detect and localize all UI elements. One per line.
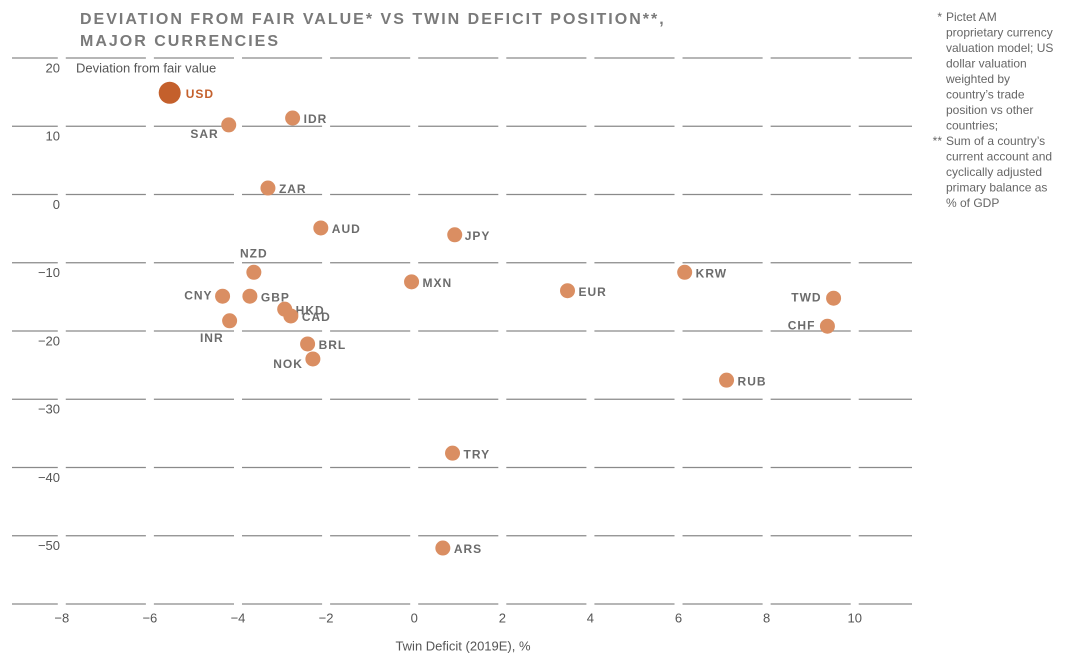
point [313,220,329,236]
x-tick-label: 10 [847,610,861,625]
footnote: % of GDP [946,196,999,210]
footnote: country’s trade [946,88,1025,102]
point-label: IDR [304,112,328,126]
point-label: MXN [423,276,453,290]
point [819,318,835,334]
footnote: valuation model; US [946,41,1053,55]
footnote: cyclically adjusted [946,165,1042,179]
footnote: proprietary currency [946,26,1053,40]
point-label: SAR [190,127,218,141]
x-tick-label: −8 [54,610,69,625]
point-label: JPY [465,229,491,243]
point-label: RUB [738,374,767,388]
y-tick-label: −10 [38,265,60,280]
point [260,180,276,196]
point-label: CHF [788,318,816,332]
point-label: USD [186,87,214,101]
footnote: Pictet AM [946,10,997,24]
point-label: CNY [184,288,212,302]
footnote-mark: ** [933,134,943,148]
point [560,283,576,299]
x-tick-label: 0 [411,610,418,625]
point [285,110,301,126]
point [826,290,842,306]
point-label: HKD [296,303,325,317]
y-tick-label: 20 [46,60,60,75]
point [158,81,181,104]
point [447,227,463,243]
y-tick-label: −50 [38,538,60,553]
footnote: weighted by [945,72,1010,86]
x-tick-label: 4 [587,610,594,625]
point [435,540,451,556]
y-tick-label: −40 [38,470,60,485]
point-label: KRW [696,266,727,280]
point [246,264,262,280]
point [445,445,461,461]
x-axis-label: Twin Deficit (2019E), % [395,638,531,653]
point-label: EUR [579,285,607,299]
point [305,351,321,367]
chart-title: DEVIATION FROM FAIR VALUE* VS TWIN DEFIC… [80,11,666,28]
x-tick-label: 2 [499,610,506,625]
point [404,274,420,290]
x-tick-label: −4 [231,610,246,625]
point [242,288,258,304]
y-tick-label: −20 [38,333,60,348]
point [300,336,316,352]
y-tick-label: 0 [53,197,60,212]
point-label: NOK [273,357,303,371]
footnote: countries; [946,119,998,133]
y-axis-label: Deviation from fair value [76,60,216,75]
x-tick-label: 6 [675,610,682,625]
point [221,117,237,133]
x-tick-label: −6 [142,610,157,625]
footnote: primary balance as [946,181,1047,195]
y-tick-label: 10 [46,129,60,144]
footnote: dollar valuation [946,57,1027,71]
point-label: AUD [332,222,361,236]
point [222,313,238,329]
footnote: position vs other [946,103,1033,117]
x-tick-label: 8 [763,610,770,625]
x-tick-label: −2 [319,610,334,625]
point-label: CAD [302,310,331,324]
point-label: INR [200,331,224,345]
point-label: BRL [319,338,347,352]
y-tick-label: −30 [38,402,60,417]
point-label: GBP [261,290,290,304]
point [283,308,299,324]
point [677,264,693,280]
chart-title: MAJOR CURRENCIES [80,33,280,50]
footnote: current account and [946,150,1052,164]
point-label: ZAR [279,182,307,196]
point-label: TRY [464,447,491,461]
point-label: NZD [240,246,268,260]
footnote-mark: * [937,10,942,24]
point [719,372,735,388]
point-label: ARS [454,542,482,556]
point [215,288,231,304]
footnote: Sum of a country’s [946,134,1045,148]
point-label: TWD [791,290,821,304]
